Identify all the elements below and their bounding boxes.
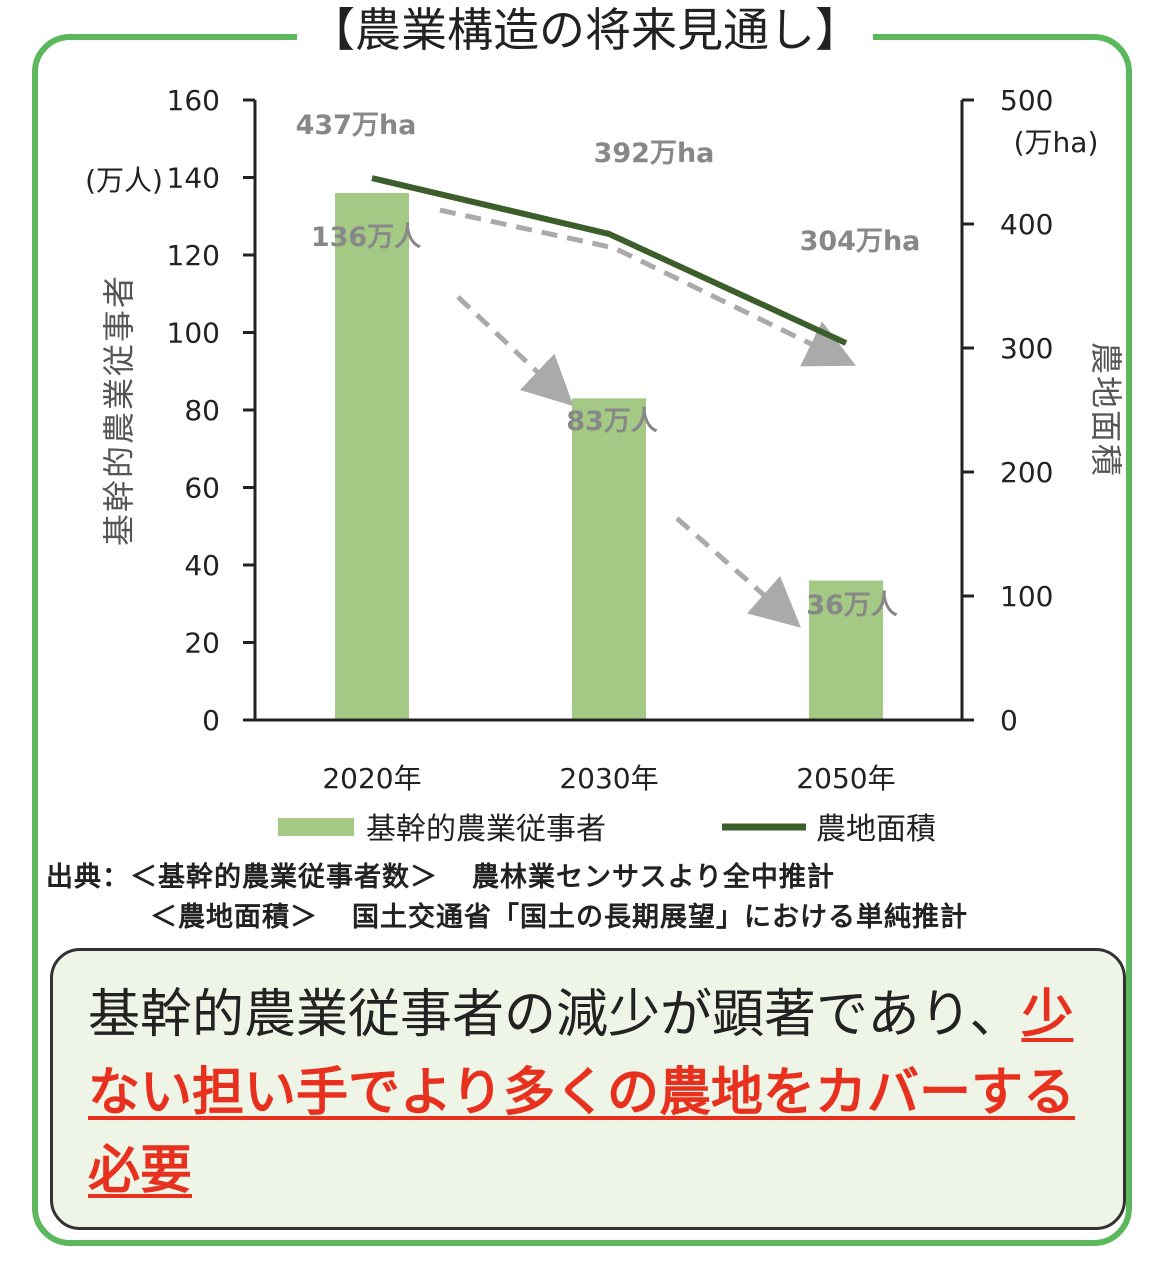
y-tick-label-3: 60 (184, 472, 220, 505)
chart: 0 20 40 60 80 100 120 140 160 0 100 200 300 400 500 202… (85, 84, 1125, 847)
legend-swatch-bar (278, 818, 354, 836)
y-tick-label-7: 140 (167, 162, 220, 195)
y-tick-label-2: 40 (184, 549, 220, 582)
y-tick-label-5: 100 (167, 317, 220, 350)
y2-tick-label-4: 400 (1000, 208, 1053, 241)
bar-1 (572, 398, 646, 720)
y2-tick-label-0: 0 (1000, 704, 1018, 737)
trend-arrow-land (439, 207, 856, 367)
y2-tick-label-2: 200 (1000, 456, 1053, 489)
y2-axis-unit: (万ha) (1014, 126, 1099, 159)
x-tick-label-0: 2020年 (322, 762, 421, 795)
line-label-0: 437万ha (296, 110, 417, 141)
source-note: 出典：＜基幹的農業従事者数＞ 農林業センサスより全中推計 ＜農地面積＞ 国土交通省「… (46, 858, 968, 938)
bar-label-2: 36万人 (806, 590, 898, 621)
bar-0 (335, 193, 409, 720)
source-line-1: 出典：＜基幹的農業従事者数＞ 農林業センサスより全中推計 (46, 862, 835, 893)
x-tick-label-2: 2050年 (796, 762, 895, 795)
y2-tick-label-3: 300 (1000, 332, 1053, 365)
y-axis-unit: (万人) (85, 164, 163, 197)
x-tick-label-1: 2030年 (559, 762, 658, 795)
bar-2 (809, 580, 883, 720)
land-area-line (371, 175, 848, 346)
y-tick-label-0: 0 (202, 704, 220, 737)
source-line-2: ＜農地面積＞ 国土交通省「国土の長期展望」における単純推計 (150, 902, 968, 933)
page-title: 【農業構造の将来見通し】 (0, 2, 1170, 58)
callout-emphasis: 少ない担い手でより多くの農地をカバーする必要 (88, 985, 1075, 1201)
line-label-1: 392万ha (594, 138, 715, 169)
y-tick-label-1: 20 (184, 627, 220, 660)
callout-box (50, 948, 1126, 1230)
trend-arrow-workers-2 (675, 516, 802, 628)
y-axis-title: 基幹的農業従事者 (100, 274, 138, 546)
y-tick-label-4: 80 (184, 394, 220, 427)
trend-arrow-workers-1 (456, 295, 574, 407)
y2-axis-title: 農地面積 (1087, 342, 1125, 478)
y2-tick-label-5: 500 (1000, 84, 1053, 117)
line-label-2: 304万ha (800, 226, 921, 257)
y2-tick-label-1: 100 (1000, 580, 1053, 613)
callout-plain: 基幹的農業従事者の減少が顕著であり、 (88, 985, 1022, 1045)
y-tick-label-8: 160 (167, 84, 220, 117)
legend-label-bar: 基幹的農業従事者 (366, 812, 606, 847)
callout-text: 基幹的農業従事者の減少が顕著であり、少ない担い手でより多くの農地をカバーする必要 (88, 976, 1098, 1210)
bar-label-1: 83万人 (566, 406, 658, 437)
legend-label-line: 農地面積 (816, 812, 936, 847)
bar-label-0: 136万人 (311, 222, 421, 253)
y-tick-label-6: 120 (167, 239, 220, 272)
